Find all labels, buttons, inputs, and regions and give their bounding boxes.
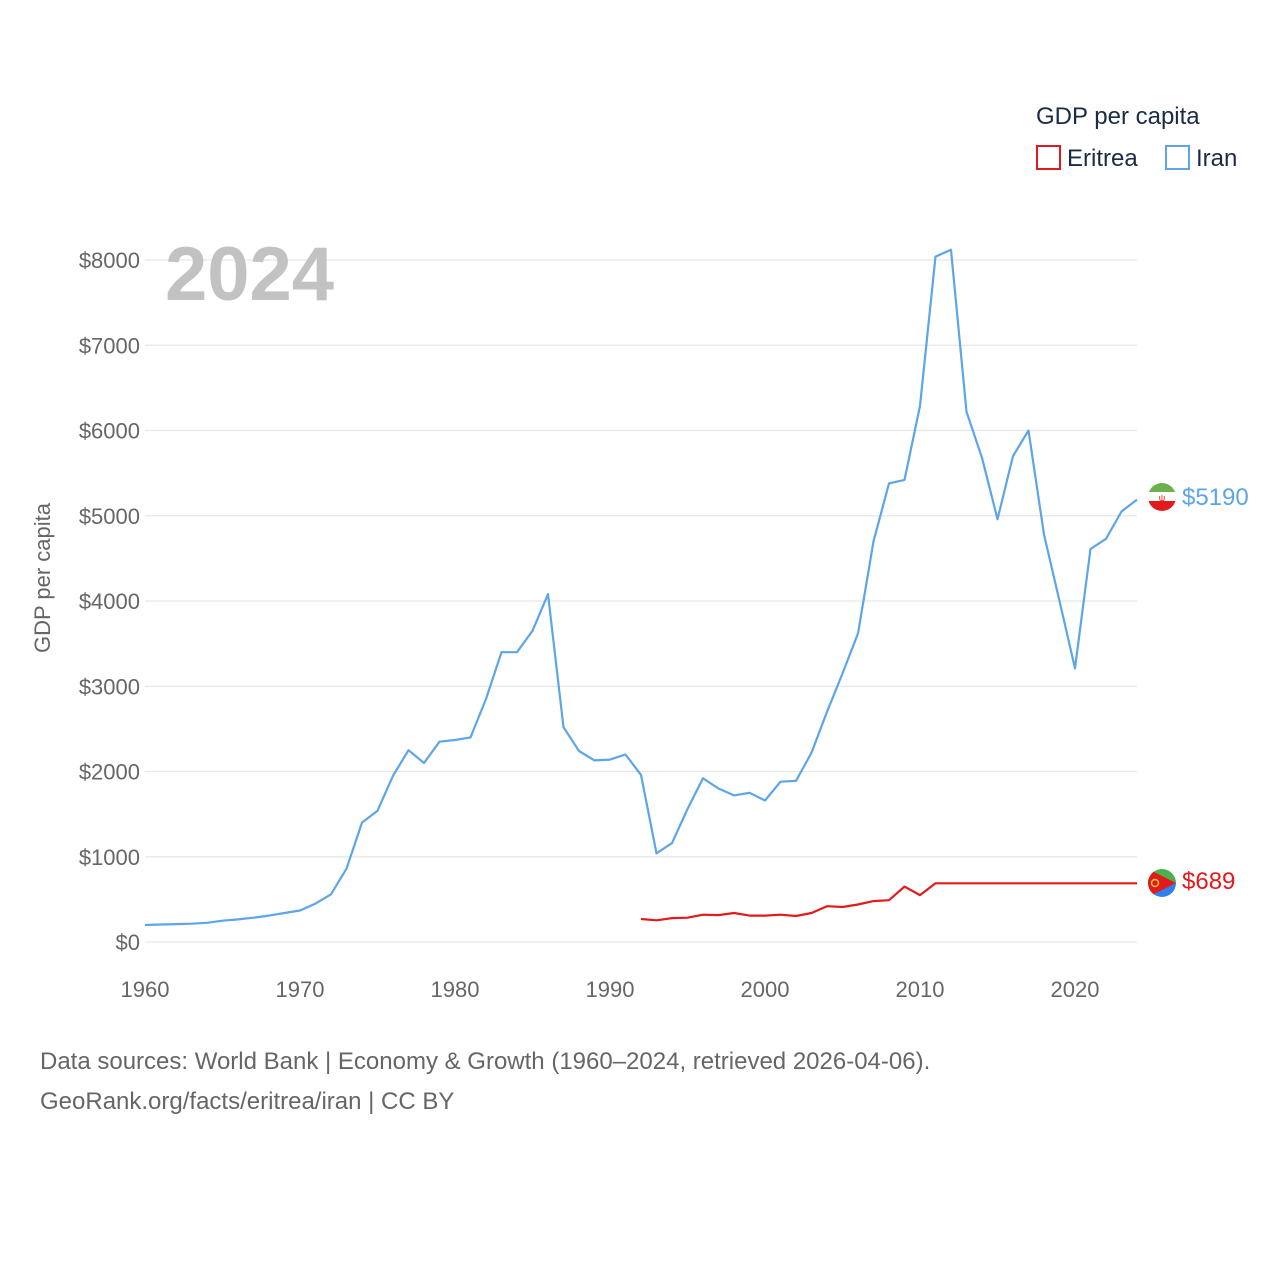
- svg-text:ψ: ψ: [1159, 493, 1165, 503]
- legend-title: GDP per capita: [1036, 103, 1200, 130]
- legend-label-iran[interactable]: Iran: [1196, 145, 1237, 172]
- y-tick-label-2000: $2000: [79, 760, 140, 785]
- iran-flag-icon: ψ: [1148, 483, 1176, 511]
- y-tick-label-0: $0: [116, 930, 140, 955]
- end-label-eritrea: $689: [1182, 868, 1235, 895]
- x-tick-label-2010: 2010: [896, 977, 945, 1002]
- series-lines: [144, 248, 1138, 927]
- y-tick-label-6000: $6000: [79, 419, 140, 444]
- source-note: Data sources: World Bank | Economy & Gro…: [40, 1042, 930, 1122]
- legend-label-eritrea[interactable]: Eritrea: [1067, 145, 1138, 172]
- eritrea-flag-icon: [1148, 869, 1176, 897]
- x-tick-label-1990: 1990: [586, 977, 635, 1002]
- x-tick-label-1960: 1960: [121, 977, 170, 1002]
- y-tick-label-7000: $7000: [79, 333, 140, 358]
- end-label-iran: $5190: [1182, 484, 1249, 511]
- series-line-eritrea: [640, 882, 1137, 922]
- legend-swatch-iran[interactable]: [1165, 145, 1190, 170]
- chart: $0 $1000 $2000 $3000 $4000 $5000 $6000 $7000 $80…: [30, 103, 1249, 1002]
- x-tick-label-1980: 1980: [431, 977, 480, 1002]
- series-line-iran: [144, 248, 1138, 927]
- x-tick-label-1970: 1970: [276, 977, 325, 1002]
- x-axis-ticks: 1960 1970 1980 1990 2000 2010 2020: [121, 977, 1100, 1002]
- legend-swatch-eritrea[interactable]: [1036, 145, 1061, 170]
- year-label: 2024: [165, 232, 334, 317]
- source-line-1: Data sources: World Bank | Economy & Gro…: [40, 1048, 931, 1075]
- y-tick-label-5000: $5000: [79, 504, 140, 529]
- y-axis-label: GDP per capita: [30, 502, 55, 653]
- y-tick-label-8000: $8000: [79, 248, 140, 273]
- source-line-2: GeoRank.org/facts/eritrea/iran | CC BY: [40, 1088, 455, 1115]
- y-axis-ticks: $0 $1000 $2000 $3000 $4000 $5000 $6000 $7000 $80…: [79, 248, 140, 955]
- x-tick-label-2000: 2000: [741, 977, 790, 1002]
- gridlines: [145, 259, 1137, 943]
- y-tick-label-4000: $4000: [79, 589, 140, 614]
- y-tick-label-3000: $3000: [79, 674, 140, 699]
- y-tick-label-1000: $1000: [79, 845, 140, 870]
- x-tick-label-2020: 2020: [1051, 977, 1100, 1002]
